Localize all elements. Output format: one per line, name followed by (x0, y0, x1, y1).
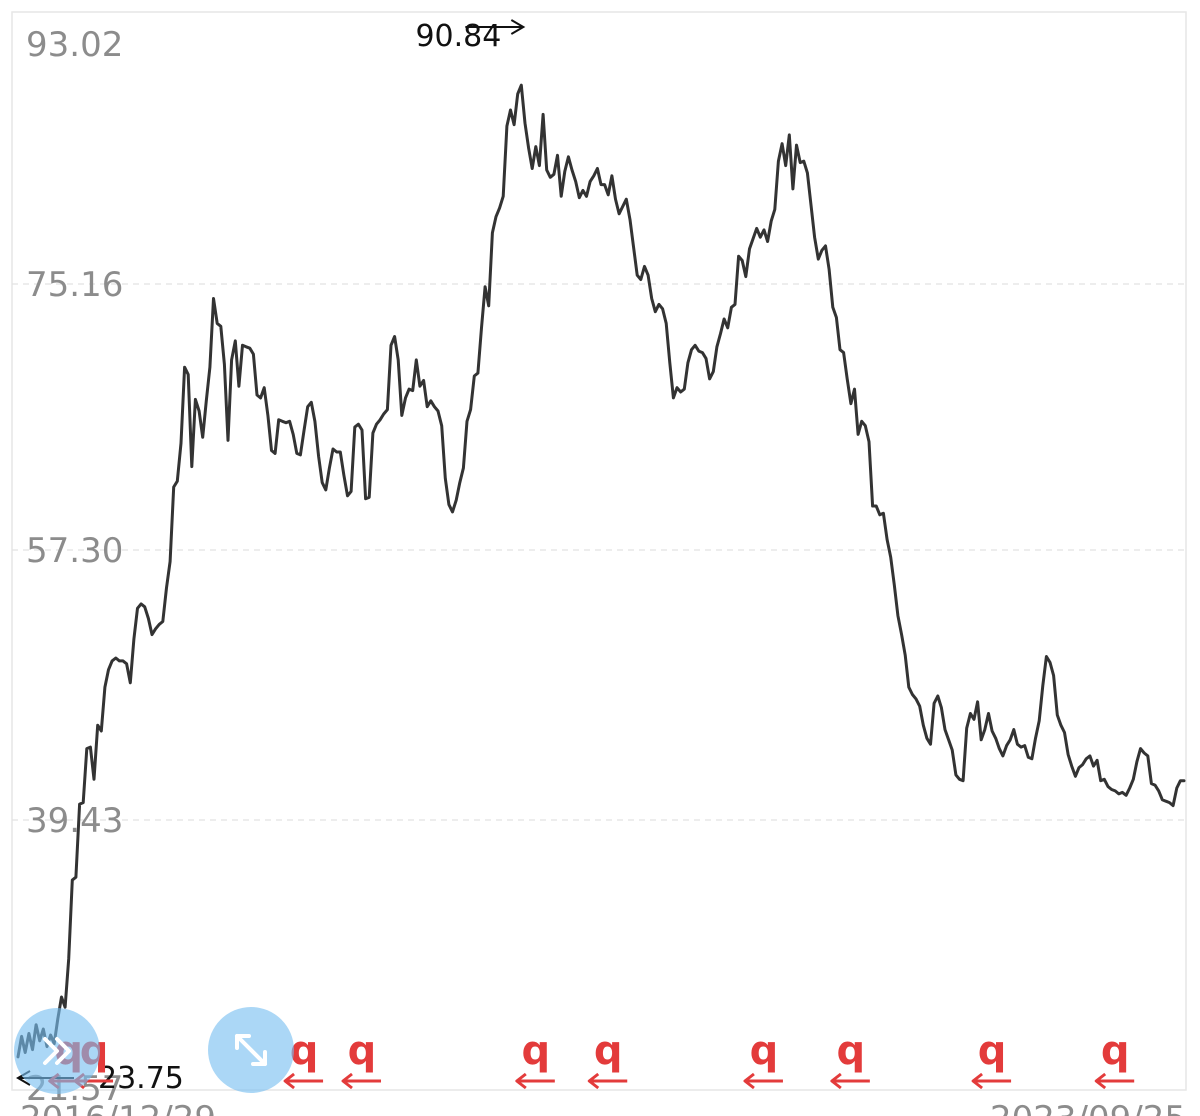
expand-arrows-icon (235, 1034, 267, 1066)
event-marker-label: q (1101, 1028, 1130, 1074)
event-marker-arrowhead (743, 1072, 755, 1090)
event-marker[interactable]: q (283, 1028, 324, 1090)
event-marker-label: q (521, 1028, 550, 1074)
min-annotation-label: 23.75 (98, 1061, 184, 1096)
event-marker-label: q (290, 1028, 319, 1074)
series-line (16, 83, 1186, 1059)
double-chevron-right-icon (43, 1037, 71, 1065)
event-marker-arrowhead (1094, 1072, 1107, 1090)
event-marker-label: q (750, 1028, 779, 1074)
x-axis-ticks: 2016/12/29 2023/09/25 (20, 1099, 1186, 1116)
event-marker[interactable]: q (743, 1028, 783, 1090)
y-tick-label: 57.30 (26, 531, 123, 571)
event-marker-label: q (348, 1028, 377, 1074)
event-marker-arrowhead (341, 1072, 353, 1090)
event-marker[interactable]: q (830, 1028, 870, 1090)
x-tick-label-start: 2016/12/29 (20, 1099, 216, 1116)
event-marker-label: q (837, 1028, 866, 1074)
y-tick-label: 39.43 (26, 801, 123, 841)
grid-lines (12, 283, 1186, 821)
event-marker[interactable]: q (971, 1028, 1012, 1090)
event-marker[interactable]: q (587, 1028, 628, 1090)
x-tick-label-end: 2023/09/25 (990, 1099, 1186, 1116)
event-marker[interactable]: q (341, 1028, 382, 1090)
y-tick-label: 75.16 (26, 265, 123, 305)
max-annotation-label: 90.84 (415, 19, 501, 54)
scroll-right-button[interactable] (14, 1008, 100, 1094)
event-marker-label: q (594, 1028, 623, 1074)
event-marker[interactable]: q (515, 1028, 555, 1090)
event-marker-arrowhead (515, 1072, 527, 1090)
event-marker-arrowhead (587, 1072, 600, 1090)
plot-frame (11, 11, 1187, 1091)
event-marker[interactable]: q (1094, 1028, 1135, 1090)
event-marker-arrowhead (283, 1072, 295, 1090)
series-group (16, 83, 1186, 1059)
y-tick-label: 93.02 (26, 25, 123, 65)
max-annotation-arrowhead (510, 19, 526, 35)
event-marker-arrowhead (971, 1072, 984, 1090)
expand-chart-button[interactable] (208, 1007, 294, 1093)
event-marker-arrowhead (830, 1072, 842, 1090)
event-marker-label: q (978, 1028, 1007, 1074)
